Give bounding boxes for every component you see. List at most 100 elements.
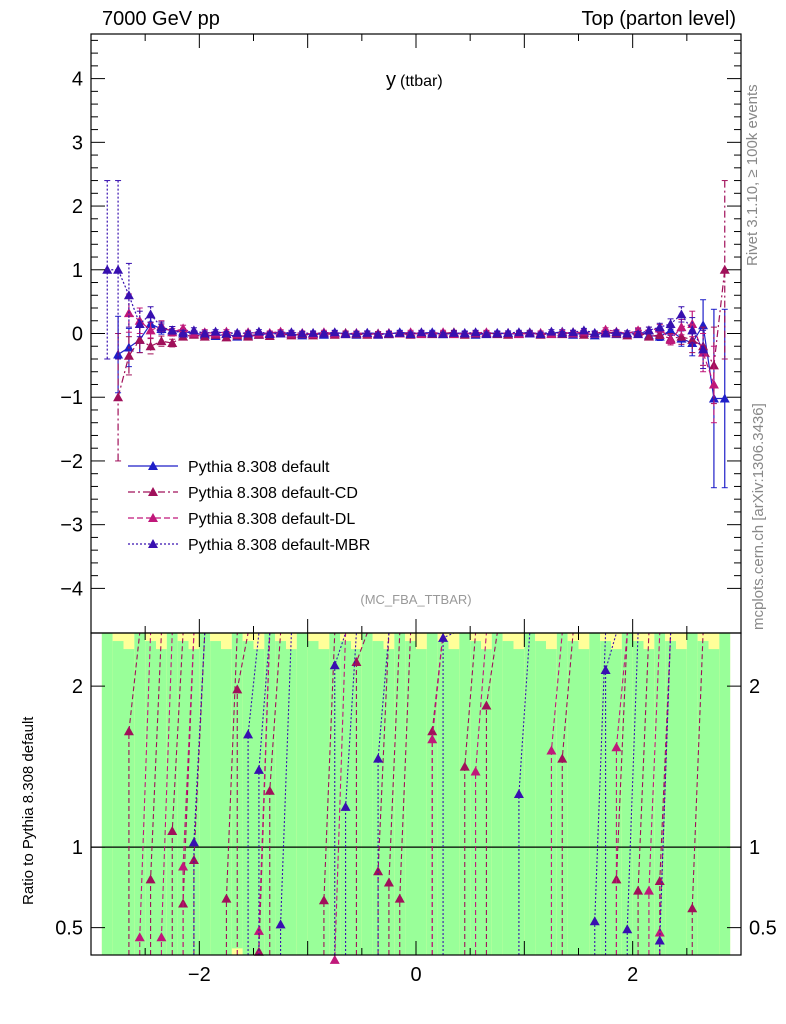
ratio-band-inner [535,641,546,955]
ratio-marker [459,761,470,771]
ratio-band-inner [643,649,655,955]
data-point [698,344,709,354]
data-point [611,327,622,337]
ratio-band-inner [621,633,633,955]
ratio-marker [513,789,524,798]
data-point [676,309,687,319]
ratio-band-inner [286,649,297,955]
data-point [362,327,373,337]
data-point [524,328,535,338]
ratio-band-inner [491,633,503,955]
data-point [145,341,156,351]
main-ytick-label: 3 [72,132,83,154]
ratio-marker [470,766,481,776]
data-point [340,329,351,339]
ratio-band-inner [686,633,698,955]
data-point [113,264,124,274]
data-point [308,327,319,337]
data-point [416,327,427,337]
ratio-lines [91,632,741,964]
main-ytick-label: −2 [60,451,83,473]
ratio-xtick-label: 2 [627,964,638,986]
data-point [253,326,264,336]
ratio-band-inner [188,649,200,955]
ratio-marker [427,734,438,744]
data-point [676,322,687,332]
data-point [513,327,524,337]
data-point [589,327,600,337]
ratio-band-inner [632,641,644,955]
ratio-band-inner [340,641,351,955]
ratio-marker [329,954,340,964]
data-point [123,350,134,360]
data-point [167,325,178,335]
ratio-marker [600,665,611,675]
ratio-ytick-label-right: 2 [749,676,760,698]
legend-marker [148,461,158,470]
data-point [665,325,676,335]
data-point [643,331,654,341]
ratio-marker [687,903,698,913]
ratio-band-inner [156,649,167,955]
data-point [232,327,243,337]
ratio-marker [481,700,492,710]
ratio-ytick-label-right: 0.5 [749,918,777,940]
ratio-band-inner [676,649,687,955]
data-point [156,336,167,346]
data-point [492,328,503,338]
main-title: y (ttbar) [386,69,443,91]
ratio-ytick-label: 1 [72,837,83,859]
data-point [459,328,470,338]
data-point [665,318,676,328]
data-point [351,328,362,338]
legend: Pythia 8.308 default Pythia 8.308 default… [128,459,370,554]
data-point [557,328,568,338]
ratio-marker [438,632,449,642]
ratio-band-inner [502,641,514,955]
ratio-marker [394,893,405,903]
ratio-marker [243,729,254,739]
ratio-marker [329,660,340,670]
data-point [286,327,297,337]
data-point [503,327,514,337]
ratio-marker [145,874,156,884]
ratio-marker [427,726,438,736]
ratio-xtick-label: −2 [188,964,211,986]
ratio-marker [654,927,665,937]
data-point [427,328,438,338]
data-point [123,290,134,300]
ratio-ytick-label: 0.5 [55,918,83,940]
data-point [145,325,156,335]
data-point [470,327,481,337]
main-ytick-label: −4 [60,578,83,600]
data-point [156,322,167,332]
data-point [687,325,698,335]
ratio-band-inner [199,633,211,955]
data-point [145,309,156,319]
ratio-marker [318,895,329,905]
ratio-band-inner [210,641,221,955]
header-left: 7000 GeV pp [102,8,220,30]
watermark: (MC_FBA_TTBAR) [360,592,471,607]
ratio-marker [373,753,384,763]
ratio-band-inner [665,641,676,955]
ratio-band-inner [318,649,330,955]
data-point [448,327,459,337]
data-point [654,329,665,339]
data-point [438,329,449,339]
data-point [719,393,730,403]
ratio-marker [589,916,600,926]
data-point [394,327,405,337]
legend-label: Pythia 8.308 default [188,459,330,476]
data-point [383,328,394,338]
data-point [568,327,579,337]
ratio-band-inner [383,649,395,955]
data-point [676,331,687,341]
data-point [134,318,145,328]
ratio-band-inner [589,633,601,955]
main-ytick-label: −1 [60,387,83,409]
ratio-band-inner [361,633,373,955]
legend-marker [148,539,158,548]
legend-label: Pythia 8.308 default-CD [188,485,358,502]
